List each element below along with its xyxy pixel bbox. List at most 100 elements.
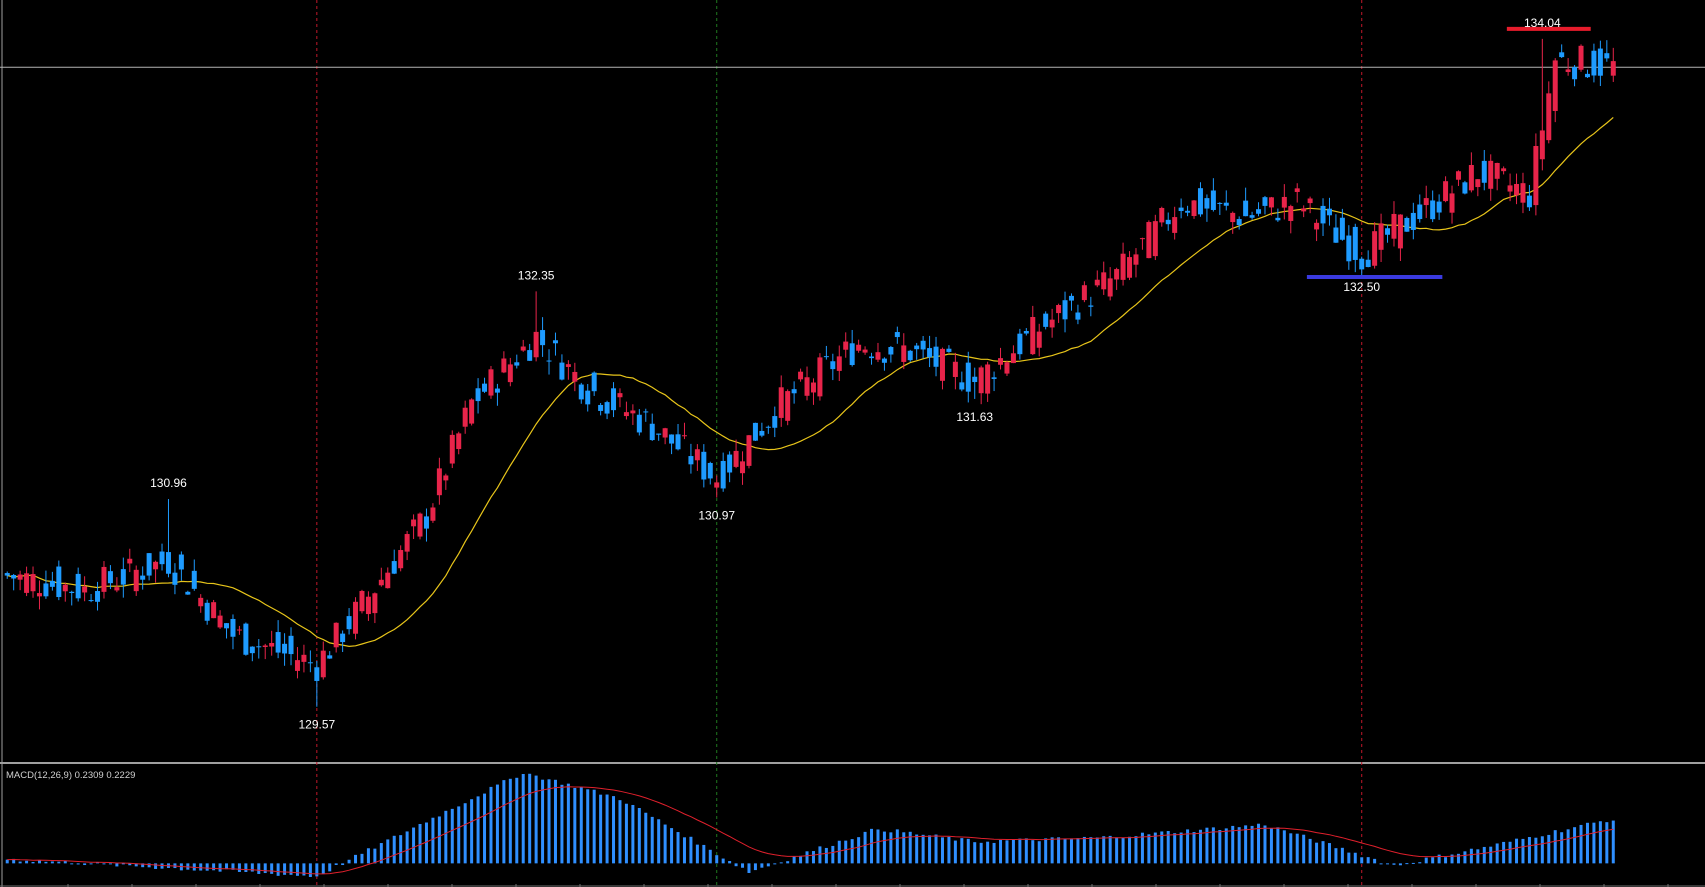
macd-histogram-bar bbox=[450, 808, 454, 864]
macd-histogram-bar bbox=[1598, 821, 1602, 864]
macd-histogram-bar bbox=[857, 837, 861, 864]
candle bbox=[275, 620, 281, 659]
macd-histogram-bar bbox=[379, 843, 383, 864]
candle-body bbox=[1139, 238, 1145, 240]
macd-histogram-bar bbox=[1089, 837, 1093, 864]
candle-body bbox=[1436, 201, 1442, 213]
candle-body bbox=[462, 407, 468, 427]
macd-histogram-bar bbox=[154, 863, 158, 869]
candle-body bbox=[24, 573, 30, 593]
macd-histogram-bar bbox=[1082, 836, 1086, 864]
macd-histogram-bar bbox=[1437, 854, 1441, 864]
candle-body bbox=[1507, 185, 1513, 192]
candle-body bbox=[211, 602, 217, 619]
macd-histogram-bar bbox=[1502, 841, 1506, 864]
candle bbox=[1494, 162, 1500, 191]
candle bbox=[823, 345, 829, 360]
candle-body bbox=[391, 561, 397, 574]
candle bbox=[430, 503, 436, 523]
candle-body bbox=[346, 616, 352, 630]
candle bbox=[804, 366, 810, 401]
candle-body bbox=[520, 346, 526, 351]
macd-histogram-bar bbox=[902, 832, 906, 864]
macd-histogram-bar bbox=[315, 863, 319, 877]
candle bbox=[1326, 197, 1332, 226]
candle-body bbox=[533, 331, 539, 358]
macd-histogram-bar bbox=[1592, 822, 1596, 864]
candle-body bbox=[823, 356, 829, 358]
candle-body bbox=[772, 416, 778, 428]
candle-body bbox=[623, 412, 629, 417]
candle-body bbox=[1204, 198, 1210, 209]
candle bbox=[1546, 81, 1552, 144]
candle bbox=[320, 641, 326, 680]
candle-body bbox=[1591, 50, 1597, 76]
candle bbox=[436, 457, 442, 505]
candle bbox=[604, 400, 610, 420]
candle-body bbox=[1604, 53, 1610, 59]
candle bbox=[585, 383, 591, 412]
candle-body bbox=[939, 348, 945, 381]
candle bbox=[56, 560, 62, 601]
candle bbox=[1101, 261, 1107, 295]
candle bbox=[256, 639, 262, 659]
candle-body bbox=[862, 349, 868, 353]
candle-body bbox=[565, 364, 571, 367]
candle bbox=[778, 375, 784, 427]
candle-body bbox=[1572, 66, 1578, 80]
candle bbox=[1043, 311, 1049, 330]
candle-body bbox=[275, 632, 281, 653]
candle-body bbox=[469, 399, 475, 424]
macd-histogram-bar bbox=[321, 863, 325, 875]
candle bbox=[636, 409, 642, 436]
macd-histogram-bar bbox=[850, 839, 854, 864]
macd-histogram-bar bbox=[644, 812, 648, 864]
macd-histogram-bar bbox=[1276, 827, 1280, 864]
macd-histogram-bar bbox=[5, 859, 9, 864]
candle-body bbox=[578, 384, 584, 400]
candle-body bbox=[1223, 202, 1229, 206]
candle bbox=[888, 345, 894, 363]
candle-body bbox=[1326, 208, 1332, 216]
candle bbox=[1339, 208, 1345, 241]
macd-histogram-bar bbox=[89, 863, 93, 865]
candle-body bbox=[746, 435, 752, 466]
candle-body bbox=[1501, 168, 1507, 172]
macd-histogram-bar bbox=[1102, 836, 1106, 864]
candle bbox=[1243, 187, 1249, 217]
candle bbox=[1288, 204, 1294, 234]
candle bbox=[314, 661, 320, 707]
candle bbox=[836, 345, 842, 381]
candle-body bbox=[1397, 214, 1403, 249]
candle bbox=[1075, 304, 1081, 325]
candle-body bbox=[1514, 183, 1520, 196]
candle bbox=[133, 565, 139, 596]
candle bbox=[965, 351, 971, 403]
macd-histogram-bar bbox=[289, 863, 293, 875]
candle bbox=[475, 378, 481, 414]
price-label: 134.04 bbox=[1524, 16, 1561, 30]
macd-histogram-bar bbox=[612, 796, 616, 864]
candle-body bbox=[114, 587, 120, 591]
macd-histogram-bar bbox=[824, 847, 828, 864]
candle-body bbox=[1062, 300, 1068, 320]
price-label: 132.35 bbox=[518, 268, 555, 282]
macd-histogram-bar bbox=[1469, 848, 1473, 864]
candle-body bbox=[843, 341, 849, 350]
macd-histogram-bar bbox=[83, 863, 87, 866]
candle-body bbox=[1004, 362, 1010, 374]
candle bbox=[1165, 212, 1171, 231]
candle bbox=[817, 353, 823, 401]
candle bbox=[191, 559, 197, 591]
macd-histogram-bar bbox=[541, 779, 545, 864]
candle bbox=[1604, 40, 1610, 62]
candle-body bbox=[733, 450, 739, 467]
candle bbox=[1397, 214, 1403, 261]
candle-body bbox=[559, 362, 565, 380]
candle-body bbox=[56, 566, 62, 598]
candle-body bbox=[249, 646, 255, 654]
candle bbox=[114, 577, 120, 593]
candle bbox=[514, 354, 520, 369]
